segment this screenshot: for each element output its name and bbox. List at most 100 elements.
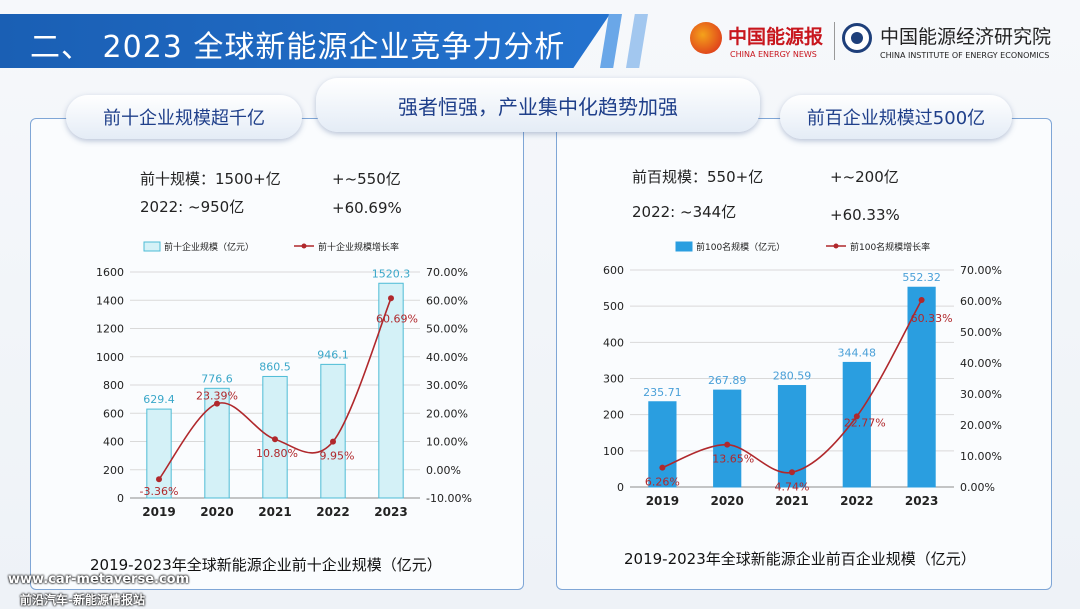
y2-tick-label: 40.00% — [426, 351, 468, 364]
y2-tick-label: 60.00% — [960, 295, 1002, 308]
left-stat-prev: 2022: ~950亿 — [140, 198, 245, 216]
legend-bar-swatch — [143, 241, 161, 252]
growth-point — [918, 296, 925, 303]
logo1-english: CHINA ENERGY NEWS — [730, 50, 817, 59]
left-panel — [30, 118, 524, 590]
left-chart: 0 200 400 600 800 1000 1200 1400 1600 -10.00% 0.00… — [96, 241, 472, 519]
y2-tick-label: 10.00% — [960, 450, 1002, 463]
y2-tick-label: 10.00% — [426, 436, 468, 449]
section-title: 二、 2023 全球新能源企业竞争力分析 — [30, 30, 566, 65]
energy-institute-logo: 中国能源经济研究院 CHINA INSTITUTE OF ENERGY ECON… — [842, 18, 1072, 64]
y2-tick-label: 40.00% — [960, 357, 1002, 370]
growth-value-label: 6.26% — [645, 476, 680, 489]
x-tick-label: 2019 — [646, 494, 679, 508]
right-pill: 前百企业规模过500亿 — [780, 95, 1012, 139]
legend-line-label: 前十企业规模增长率 — [318, 241, 399, 253]
y-tick-label: 0 — [117, 492, 124, 505]
x-tick-label: 2023 — [905, 494, 938, 508]
bar-value-label: 235.71 — [643, 386, 682, 399]
legend-line-marker — [833, 243, 839, 249]
y-tick-label: 100 — [603, 445, 624, 458]
y-tick-label: 600 — [103, 407, 124, 420]
section-banner — [0, 14, 610, 68]
y-tick-label: 1400 — [96, 294, 124, 307]
bar-value-label: 946.1 — [317, 348, 349, 361]
right-stat-total: 前百规模：550+亿 — [632, 168, 764, 186]
growth-value-label: 4.74% — [775, 480, 810, 493]
y-tick-label: 200 — [103, 464, 124, 477]
y-tick-label: 400 — [603, 336, 624, 349]
bar-value-label: 1520.3 — [372, 267, 411, 280]
left-stat-delta: +~550亿 — [332, 170, 401, 188]
x-tick-label: 2022 — [316, 505, 349, 519]
growth-value-label: 22.77% — [844, 416, 886, 429]
y-tick-label: 600 — [603, 264, 624, 277]
growth-value-label: 60.69% — [376, 312, 418, 325]
legend-bar-label: 前十企业规模（亿元） — [164, 241, 254, 253]
y2-tick-label: 70.00% — [426, 266, 468, 279]
bar-value-label: 267.89 — [708, 374, 747, 387]
right-stat-growth: +60.33% — [830, 206, 900, 224]
bar — [648, 401, 677, 488]
legend-bar-swatch — [675, 241, 693, 252]
y-tick-label: 1000 — [96, 351, 124, 364]
x-tick-label: 2021 — [258, 505, 291, 519]
growth-line — [662, 299, 923, 474]
growth-value-label: 60.33% — [911, 312, 953, 325]
y2-tick-label: 50.00% — [960, 326, 1002, 339]
growth-value-label: 9.95% — [320, 450, 355, 463]
growth-point — [724, 441, 731, 448]
bar — [146, 408, 172, 499]
y-tick-label: 0 — [617, 481, 624, 494]
y2-tick-label: 0.00% — [426, 464, 461, 477]
logo1-name: 中国能源报 — [728, 26, 824, 48]
y-tick-label: 1200 — [96, 323, 124, 336]
banner-stripe — [626, 14, 648, 68]
legend-line-marker — [301, 243, 307, 249]
watermark-name: 前沿汽车-新能源情报站 — [20, 593, 145, 607]
logo2-name: 中国能源经济研究院 — [880, 26, 1052, 48]
growth-point — [388, 295, 394, 302]
growth-point — [214, 400, 220, 407]
right-stat-prev: 2022: ~344亿 — [632, 203, 737, 221]
x-tick-label: 2020 — [200, 505, 233, 519]
left-caption: 2019-2023年全球新能源企业前十企业规模（亿元） — [90, 556, 442, 574]
legend-line-label: 前100名规模增长率 — [850, 241, 930, 253]
left-stat-total: 前十规模：1500+亿 — [140, 170, 281, 188]
y2-tick-label: 30.00% — [960, 388, 1002, 401]
right-stat-delta: +~200亿 — [830, 168, 899, 186]
growth-value-label: 13.65% — [712, 453, 754, 466]
bar — [907, 286, 936, 488]
bar — [713, 389, 742, 488]
growth-value-label: -3.36% — [140, 485, 179, 498]
right-caption: 2019-2023年全球新能源企业前百企业规模（亿元） — [624, 550, 976, 568]
center-pill: 强者恒强，产业集中化趋势加强 — [316, 78, 760, 132]
flame-icon — [690, 22, 722, 54]
growth-point — [330, 438, 336, 445]
x-tick-label: 2019 — [142, 505, 175, 519]
y-tick-label: 400 — [103, 436, 124, 449]
x-tick-label: 2023 — [374, 505, 407, 519]
growth-point — [659, 464, 666, 471]
bar-value-label: 776.6 — [201, 372, 233, 385]
growth-point — [789, 469, 795, 476]
left-pill: 前十企业规模超千亿 — [66, 95, 302, 139]
y2-tick-label: 0.00% — [960, 481, 995, 494]
y2-tick-label: 20.00% — [960, 419, 1002, 432]
bar-value-label: 280.59 — [773, 370, 812, 383]
y2-tick-label: 60.00% — [426, 294, 468, 307]
y2-tick-label: -10.00% — [426, 492, 472, 505]
y-tick-label: 800 — [103, 379, 124, 392]
y-tick-label: 1600 — [96, 266, 124, 279]
y2-tick-label: 30.00% — [426, 379, 468, 392]
y2-tick-label: 50.00% — [426, 323, 468, 336]
y2-tick-label: 20.00% — [426, 407, 468, 420]
growth-point — [156, 476, 162, 483]
x-tick-label: 2022 — [840, 494, 873, 508]
bar-value-label: 629.4 — [143, 393, 175, 406]
growth-value-label: 10.80% — [256, 447, 298, 460]
growth-value-label: 23.39% — [196, 390, 238, 403]
seal-icon — [842, 23, 872, 53]
y2-tick-label: 70.00% — [960, 264, 1002, 277]
